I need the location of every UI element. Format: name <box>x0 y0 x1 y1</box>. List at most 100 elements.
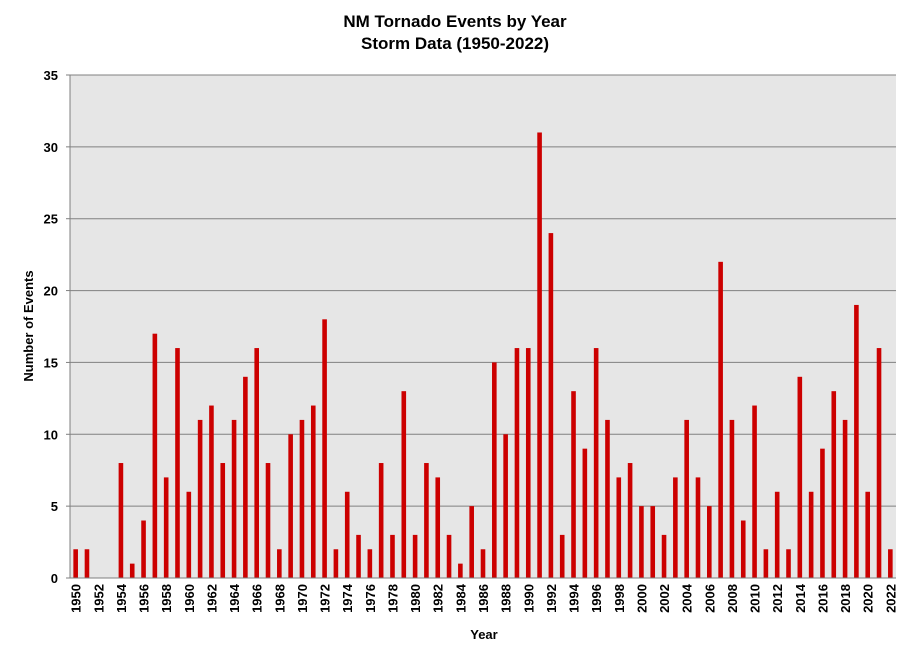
bar-1994 <box>571 391 576 578</box>
bar-1989 <box>514 348 520 578</box>
y-tick-label: 0 <box>51 571 58 586</box>
bar-1991 <box>537 132 542 579</box>
bar-2022 <box>888 549 893 578</box>
bar-2013 <box>786 549 791 578</box>
bar-2006 <box>707 506 712 578</box>
x-tick-label: 1962 <box>204 584 219 613</box>
bar-1980 <box>412 534 418 578</box>
x-tick-label: 1982 <box>431 584 446 613</box>
x-axis-label: Year <box>470 627 497 642</box>
bar-1981 <box>424 463 429 578</box>
bar-1964 <box>231 419 237 578</box>
bar-1959 <box>175 348 180 578</box>
x-tick-label: 2012 <box>770 584 785 613</box>
bar-2018 <box>842 419 848 578</box>
bar-1956 <box>141 520 146 578</box>
x-tick-label: 2020 <box>861 584 876 613</box>
bar-1983 <box>446 534 452 578</box>
x-tick-label: 2004 <box>680 583 695 613</box>
bar-1978 <box>390 534 395 578</box>
y-tick-label: 30 <box>44 140 58 155</box>
x-tick-label: 1950 <box>69 584 84 613</box>
bar-2014 <box>797 376 803 578</box>
bar-1970 <box>299 419 305 578</box>
bar-1950 <box>73 549 78 578</box>
bar-1969 <box>288 434 293 578</box>
x-tick-label: 2022 <box>883 584 898 613</box>
x-tick-label: 1994 <box>567 583 582 613</box>
y-tick-label: 20 <box>44 284 58 299</box>
x-tick-label: 2016 <box>815 584 830 613</box>
x-tick-label: 1956 <box>137 584 152 613</box>
bar-2003 <box>673 477 678 578</box>
bar-1962 <box>209 405 214 578</box>
bar-1955 <box>129 563 135 578</box>
bar-1951 <box>84 549 90 578</box>
bar-2004 <box>684 419 689 578</box>
bar-1990 <box>525 348 531 578</box>
x-tick-label: 1958 <box>159 584 174 613</box>
y-tick-label: 25 <box>44 212 58 227</box>
bar-1957 <box>152 333 158 578</box>
chart-title: NM Tornado Events by Year <box>343 12 567 31</box>
bar-1958 <box>163 477 169 578</box>
x-tick-label: 1980 <box>408 584 423 613</box>
x-tick-label: 2018 <box>838 584 853 613</box>
bar-1979 <box>401 391 407 578</box>
bar-1992 <box>548 233 554 578</box>
bar-1975 <box>356 534 361 578</box>
bar-1971 <box>310 405 316 578</box>
x-tick-label: 1988 <box>499 584 514 613</box>
bar-1973 <box>333 549 339 578</box>
x-tick-label: 1984 <box>453 583 468 613</box>
bar-1999 <box>627 463 633 578</box>
y-tick-label: 10 <box>44 427 58 442</box>
x-tick-label: 2010 <box>748 584 763 613</box>
bar-2005 <box>695 477 701 578</box>
bar-1984 <box>458 563 463 578</box>
x-tick-label: 2000 <box>634 584 649 613</box>
bar-2015 <box>808 491 814 578</box>
bar-2012 <box>774 491 780 578</box>
bar-2001 <box>650 506 656 578</box>
x-tick-label: 1978 <box>385 584 400 613</box>
bars <box>73 132 893 579</box>
x-tick-label: 1998 <box>612 584 627 613</box>
bar-1987 <box>492 362 497 578</box>
bar-1972 <box>322 319 327 578</box>
bar-1967 <box>265 463 271 578</box>
x-tick-label: 1968 <box>272 584 287 613</box>
bar-1966 <box>254 348 259 578</box>
bar-1998 <box>616 477 622 578</box>
bar-1974 <box>344 491 350 578</box>
bar-2021 <box>876 348 882 578</box>
bar-1996 <box>593 348 599 578</box>
x-tick-label: 1990 <box>521 584 536 613</box>
plot-background <box>70 75 896 578</box>
bar-2000 <box>639 506 644 578</box>
y-tick-label: 5 <box>51 499 58 514</box>
bar-2017 <box>831 391 837 578</box>
x-tick-label: 1964 <box>227 583 242 613</box>
bar-2011 <box>763 549 769 578</box>
bar-2020 <box>865 491 871 578</box>
bar-1976 <box>367 549 373 578</box>
y-tick-label: 15 <box>44 355 58 370</box>
x-tick-label: 1992 <box>544 584 559 613</box>
x-tick-label: 1996 <box>589 584 604 613</box>
bar-2007 <box>718 261 723 578</box>
x-tick-label: 1986 <box>476 584 491 613</box>
x-tick-label: 2008 <box>725 584 740 613</box>
bar-1988 <box>503 434 508 578</box>
x-tick-label: 1966 <box>250 584 265 613</box>
y-tick-labels: 0 5 10 15 20 25 30 35 <box>44 68 70 586</box>
bar-1963 <box>220 463 226 578</box>
x-tick-label: 2006 <box>702 584 717 613</box>
chart-subtitle: Storm Data (1950-2022) <box>361 34 549 53</box>
bar-2002 <box>661 534 667 578</box>
bar-2009 <box>740 520 746 578</box>
bar-1965 <box>243 376 248 578</box>
bar-1977 <box>378 463 384 578</box>
